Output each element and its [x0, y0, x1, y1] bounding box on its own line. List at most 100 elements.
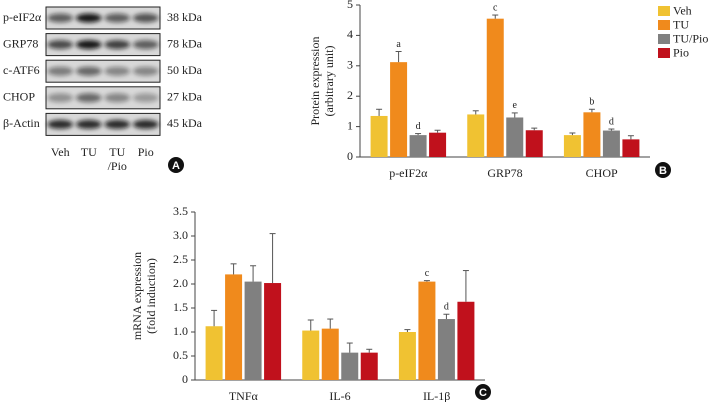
- blot-band: [75, 93, 102, 103]
- panel-letter: A: [172, 160, 180, 172]
- bar: [205, 326, 223, 380]
- y-tick-label: 3.0: [173, 228, 188, 242]
- x-tick-label: IL-6: [329, 389, 350, 402]
- panel-circle: [168, 157, 184, 173]
- legend-swatch: [658, 20, 670, 30]
- blot-size: 45 kDa: [167, 116, 203, 130]
- bar: [563, 135, 581, 157]
- blot-label: p-eIF2α: [3, 10, 42, 24]
- lane-label: TU: [109, 145, 125, 159]
- legend-swatch: [658, 48, 670, 58]
- bar: [429, 132, 447, 157]
- x-tick-label: GRP78: [487, 166, 522, 180]
- blot-band: [47, 40, 74, 50]
- blot-label: c-ATF6: [3, 63, 40, 77]
- bar: [360, 352, 378, 380]
- panel-letter: C: [479, 387, 487, 399]
- bar: [321, 328, 339, 380]
- legend-swatch: [658, 34, 670, 44]
- blot-size: 27 kDa: [167, 90, 203, 104]
- blot-size: 78 kDa: [167, 36, 203, 50]
- legend-label: TU: [673, 17, 689, 31]
- y-tick-label: 0: [182, 372, 188, 386]
- y-tick-label: 1.0: [173, 324, 188, 338]
- significance-label: b: [589, 97, 594, 108]
- y-tick-label: 0: [347, 149, 353, 163]
- legend-label: TU/Pio: [673, 31, 708, 45]
- x-tick-label: p-eIF2α: [389, 166, 428, 180]
- lane-label: Veh: [51, 145, 70, 159]
- bar: [583, 112, 601, 157]
- blot-band: [47, 13, 74, 23]
- y-tick-label: 0.5: [173, 348, 188, 362]
- blot-label: CHOP: [3, 90, 35, 104]
- panel-circle: [655, 162, 671, 178]
- blot-band: [75, 66, 102, 76]
- y-tick-label: 5: [347, 0, 353, 11]
- bar: [457, 301, 475, 380]
- significance-label: a: [396, 39, 401, 50]
- bar: [437, 319, 455, 380]
- blot-band: [132, 93, 159, 103]
- bar: [264, 283, 282, 380]
- panel-label: A: [168, 157, 184, 173]
- blot-band: [132, 119, 159, 129]
- y-axis-label: Protein expression: [308, 37, 322, 126]
- y-tick-label: 1.5: [173, 300, 188, 314]
- significance-label: e: [513, 100, 518, 111]
- significance-label: c: [493, 2, 498, 13]
- blot-row: [45, 59, 161, 83]
- bar: [467, 114, 485, 157]
- blot-label: GRP78: [3, 36, 38, 50]
- significance-label: c: [425, 268, 430, 279]
- bar: [486, 18, 504, 158]
- blot-band: [132, 13, 159, 23]
- bar: [418, 281, 436, 380]
- blot-row: [45, 6, 161, 30]
- blot-size: 38 kDa: [167, 10, 203, 24]
- significance-label: d: [609, 116, 614, 127]
- blot-band: [47, 93, 74, 103]
- blot-label: β-Actin: [3, 116, 40, 130]
- bar: [341, 352, 359, 380]
- bar: [390, 62, 408, 157]
- x-tick-label: CHOP: [586, 166, 618, 180]
- blot-band: [75, 40, 102, 50]
- y-tick-label: 2.0: [173, 276, 188, 290]
- blot-row: [45, 112, 161, 136]
- significance-label: d: [444, 302, 449, 313]
- panel-label: C: [475, 384, 491, 400]
- blot-band: [47, 66, 74, 76]
- bar: [244, 281, 262, 380]
- y-tick-label: 3.5: [173, 204, 188, 218]
- legend-swatch: [658, 6, 670, 16]
- y-tick-label: 1: [347, 118, 353, 132]
- y-axis-label: (arbitrary unit): [322, 46, 336, 117]
- lane-label: TU: [81, 145, 97, 159]
- bar: [525, 130, 543, 157]
- lane-label: Pio: [138, 145, 154, 159]
- blot-band: [104, 119, 131, 129]
- blot-row: [45, 86, 161, 110]
- y-tick-label: 4: [347, 27, 353, 41]
- y-axis-label: mRNA expression: [130, 252, 144, 340]
- blot-band: [104, 13, 131, 23]
- legend-label: Pio: [673, 45, 689, 59]
- bar: [506, 117, 524, 157]
- bar: [398, 332, 416, 380]
- legend-label: Veh: [673, 3, 692, 17]
- blot-band: [104, 66, 131, 76]
- blot-band: [132, 66, 159, 76]
- blot-band: [104, 40, 131, 50]
- panel-circle: [475, 384, 491, 400]
- y-axis-label: (fold induction): [144, 258, 158, 334]
- blot-band: [47, 119, 74, 129]
- y-tick-label: 2: [347, 88, 353, 102]
- y-tick-label: 3: [347, 58, 353, 72]
- blot-band: [104, 93, 131, 103]
- blot-band: [75, 119, 102, 129]
- x-tick-label: IL-1β: [423, 389, 450, 402]
- bar: [225, 274, 243, 380]
